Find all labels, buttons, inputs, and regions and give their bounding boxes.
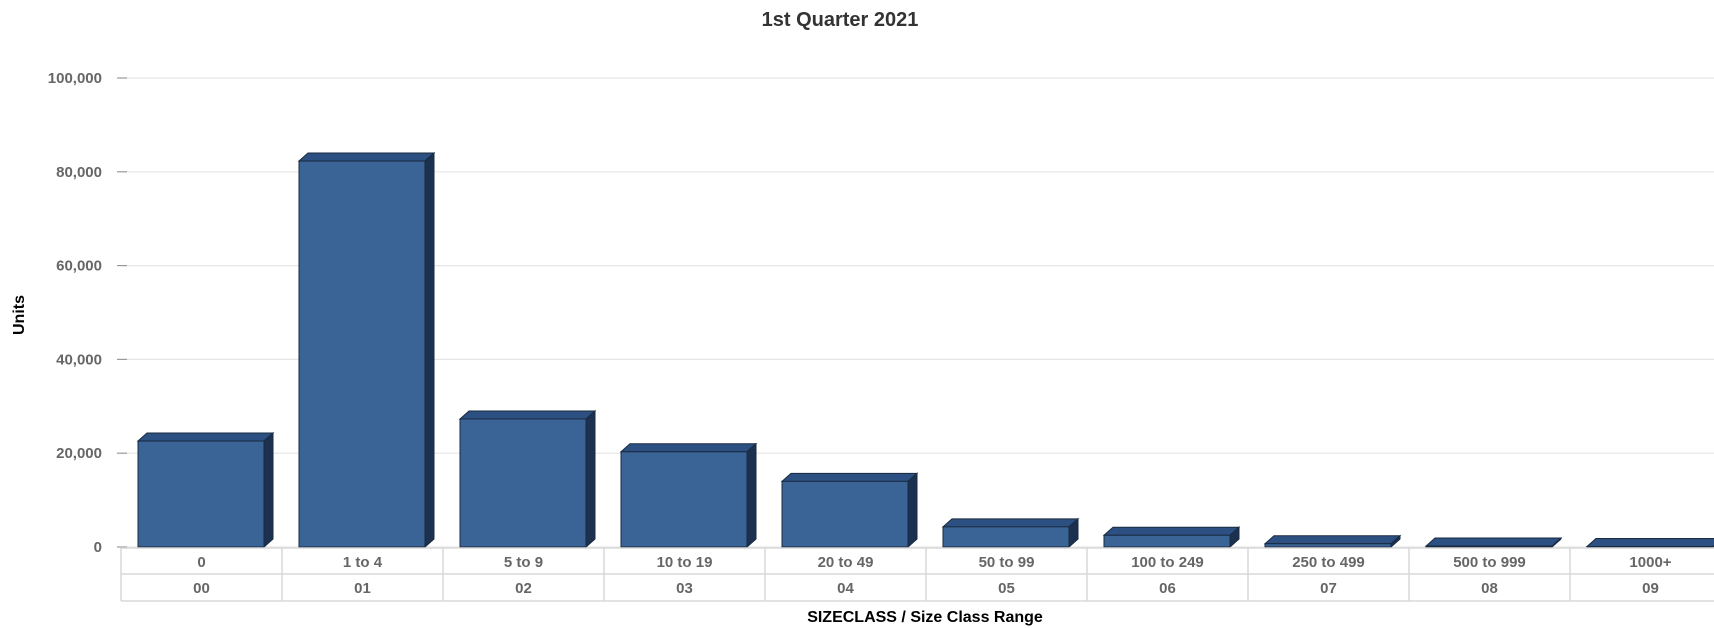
- x-tick-label: 0: [197, 554, 205, 571]
- x-category-code: 00: [193, 580, 210, 597]
- x-category-code: 06: [1159, 580, 1176, 597]
- bars: [136, 151, 1714, 549]
- bar: [780, 472, 919, 549]
- bar: [619, 442, 758, 549]
- bar: [458, 409, 597, 549]
- bar: [1263, 534, 1402, 549]
- bar: [136, 431, 275, 549]
- bar-front-face: [137, 440, 265, 548]
- bar-front-face: [1586, 546, 1714, 548]
- y-tick-label: 20,000: [56, 445, 102, 462]
- y-tick-label: 80,000: [56, 164, 102, 181]
- bar-top-face: [1424, 537, 1563, 547]
- x-category-code: 07: [1320, 580, 1337, 597]
- y-axis-label: Units: [11, 295, 28, 335]
- bar-front-face: [459, 418, 587, 548]
- x-tick-label: 250 to 499: [1292, 554, 1365, 571]
- x-category-code: 01: [354, 580, 371, 597]
- x-tick-label: 5 to 9: [504, 554, 543, 571]
- x-tick-label: 20 to 49: [818, 554, 874, 571]
- bar-front-face: [1264, 543, 1392, 548]
- bar-top-face: [1585, 538, 1714, 548]
- bar-side-face: [263, 431, 274, 549]
- bar-top-face: [1102, 526, 1241, 536]
- bar-front-face: [781, 480, 909, 548]
- bar-front-face: [298, 160, 426, 548]
- y-tick-label: 40,000: [56, 351, 102, 368]
- y-tick-label: 100,000: [48, 70, 102, 87]
- x-tick-label: 1000+: [1629, 554, 1671, 571]
- bar: [1424, 536, 1563, 549]
- x-tick-label: 10 to 19: [657, 554, 713, 571]
- bar-side-face: [585, 409, 596, 549]
- bar-top-face: [780, 472, 919, 482]
- x-tick-label: 50 to 99: [979, 554, 1035, 571]
- bar-side-face: [424, 151, 435, 549]
- x-category-code: 05: [998, 580, 1015, 597]
- x-tick-label: 500 to 999: [1453, 554, 1526, 571]
- y-tick-label: 60,000: [56, 258, 102, 275]
- bar: [1102, 526, 1241, 549]
- bar-front-face: [620, 451, 748, 548]
- bar-top-face: [136, 432, 275, 442]
- x-tick-label: 100 to 249: [1131, 554, 1204, 571]
- bar-top-face: [1263, 535, 1402, 545]
- bar-top-face: [619, 443, 758, 453]
- bar-side-face: [907, 472, 918, 549]
- bar-front-face: [942, 526, 1070, 548]
- bar-front-face: [1103, 534, 1231, 548]
- x-category-code: 03: [676, 580, 693, 597]
- bar-front-face: [1425, 545, 1553, 548]
- bar: [1585, 538, 1714, 549]
- x-tick-label: 1 to 4: [343, 554, 383, 571]
- y-axis: 0 20,000 40,000 60,000 80,000 100,000: [48, 70, 127, 556]
- bar-top-face: [458, 410, 597, 420]
- chart-title: 1st Quarter 2021: [762, 9, 919, 31]
- x-category-code: 09: [1642, 580, 1659, 597]
- bar: [297, 151, 436, 549]
- x-category-code: 02: [515, 580, 532, 597]
- y-tick-label: 0: [94, 539, 102, 556]
- bar-side-face: [746, 442, 757, 549]
- x-category-code: 08: [1481, 580, 1498, 597]
- bar-top-face: [941, 518, 1080, 528]
- x-axis-label: SIZECLASS / Size Class Range: [807, 609, 1043, 626]
- bar-top-face: [297, 152, 436, 162]
- x-category-code: 04: [837, 580, 854, 597]
- bar: [941, 517, 1080, 549]
